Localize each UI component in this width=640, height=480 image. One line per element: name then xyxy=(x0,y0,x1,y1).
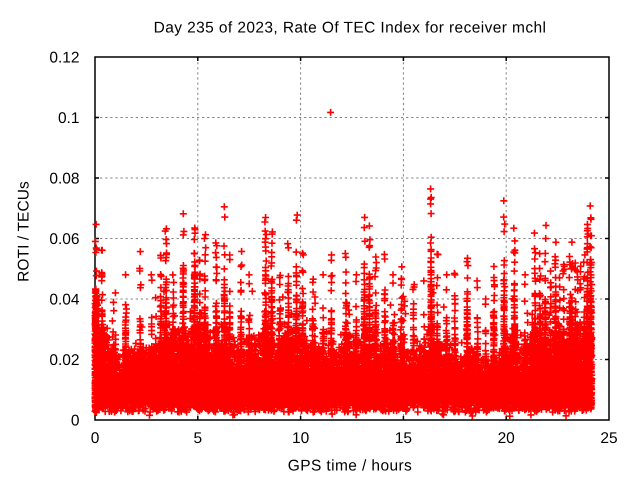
svg-text:0.08: 0.08 xyxy=(49,171,79,188)
svg-text:0: 0 xyxy=(91,430,100,447)
svg-text:0.06: 0.06 xyxy=(49,231,79,248)
svg-text:GPS time / hours: GPS time / hours xyxy=(288,457,412,474)
svg-text:0.02: 0.02 xyxy=(49,352,79,369)
svg-text:0.12: 0.12 xyxy=(49,50,79,67)
svg-text:0: 0 xyxy=(71,413,80,430)
svg-text:15: 15 xyxy=(395,430,412,447)
svg-text:20: 20 xyxy=(498,430,516,447)
svg-text:0.04: 0.04 xyxy=(49,292,80,309)
svg-text:25: 25 xyxy=(600,430,617,447)
svg-text:10: 10 xyxy=(292,430,310,447)
svg-text:5: 5 xyxy=(193,430,202,447)
svg-text:ROTI / TECUs: ROTI / TECUs xyxy=(16,181,33,282)
svg-text:0.1: 0.1 xyxy=(58,110,80,127)
svg-text:Day 235 of 2023, Rate Of TEC I: Day 235 of 2023, Rate Of TEC Index for r… xyxy=(154,19,547,36)
